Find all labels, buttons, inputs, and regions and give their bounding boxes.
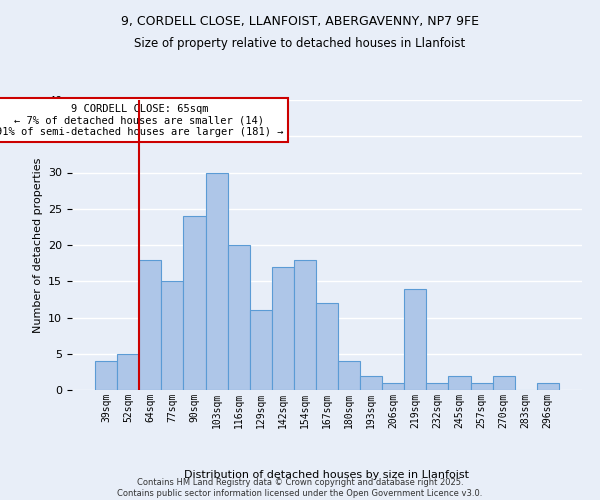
Bar xyxy=(338,361,360,390)
Text: Contains HM Land Registry data © Crown copyright and database right 2025.
Contai: Contains HM Land Registry data © Crown c… xyxy=(118,478,482,498)
Bar xyxy=(95,361,117,390)
Text: 9 CORDELL CLOSE: 65sqm
← 7% of detached houses are smaller (14)
91% of semi-deta: 9 CORDELL CLOSE: 65sqm ← 7% of detached … xyxy=(0,104,283,137)
Bar xyxy=(493,376,515,390)
Bar xyxy=(206,172,227,390)
Bar xyxy=(272,267,294,390)
Bar xyxy=(117,354,139,390)
Bar xyxy=(250,310,272,390)
Text: Size of property relative to detached houses in Llanfoist: Size of property relative to detached ho… xyxy=(134,38,466,51)
Bar xyxy=(427,383,448,390)
Bar xyxy=(537,383,559,390)
Bar xyxy=(360,376,382,390)
Bar xyxy=(184,216,206,390)
Text: 9, CORDELL CLOSE, LLANFOIST, ABERGAVENNY, NP7 9FE: 9, CORDELL CLOSE, LLANFOIST, ABERGAVENNY… xyxy=(121,15,479,28)
Y-axis label: Number of detached properties: Number of detached properties xyxy=(32,158,43,332)
Bar xyxy=(448,376,470,390)
Bar xyxy=(161,281,184,390)
Text: Distribution of detached houses by size in Llanfoist: Distribution of detached houses by size … xyxy=(185,470,470,480)
Bar xyxy=(139,260,161,390)
Bar xyxy=(404,288,427,390)
Bar xyxy=(316,303,338,390)
Bar xyxy=(294,260,316,390)
Bar xyxy=(470,383,493,390)
Bar xyxy=(382,383,404,390)
Bar xyxy=(227,245,250,390)
